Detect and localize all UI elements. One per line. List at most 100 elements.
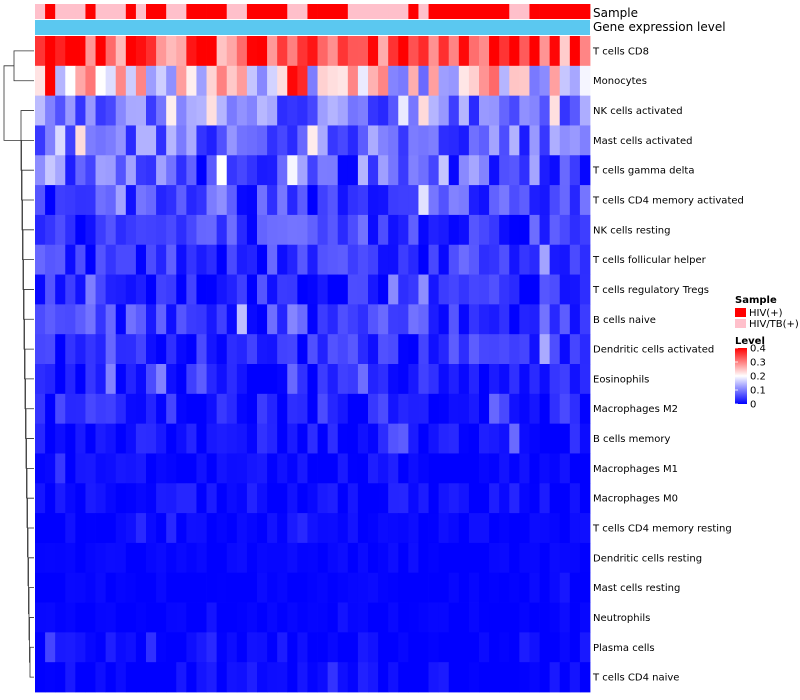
heatmap-cell — [226, 155, 238, 186]
heatmap-cell — [489, 393, 500, 425]
heatmap-cell — [479, 214, 490, 246]
heatmap-cell — [388, 542, 399, 574]
sample-annotation-cell — [297, 4, 308, 19]
heatmap-cell — [539, 423, 551, 454]
heatmap-cell — [287, 572, 298, 603]
heatmap-cell — [448, 542, 460, 574]
heatmap-cell — [156, 662, 167, 693]
dendrogram-branch — [3, 65, 21, 141]
heatmap-cell — [549, 155, 561, 186]
heatmap-cell — [357, 572, 369, 603]
heatmap-cell — [35, 244, 46, 275]
heatmap-cell — [317, 36, 329, 67]
heatmap-cell — [327, 453, 339, 484]
heatmap-cell — [166, 36, 177, 67]
heatmap-cell — [287, 513, 298, 544]
heatmap-cell — [529, 244, 540, 275]
heatmap-cell — [297, 423, 308, 454]
heatmap-cell — [347, 542, 359, 574]
heatmap-cell — [448, 95, 460, 126]
heatmap-cell — [489, 274, 500, 305]
heatmap-cell — [267, 244, 278, 275]
heatmap-cell — [559, 662, 571, 693]
heatmap-cell — [135, 214, 147, 246]
heatmap-cell — [579, 393, 591, 425]
heatmap-cell — [166, 334, 177, 365]
heatmap-cell — [307, 364, 318, 395]
heatmap-cell — [479, 572, 490, 603]
heatmap-cell — [519, 662, 530, 693]
heatmap-cell — [458, 334, 470, 365]
heatmap-cell — [357, 364, 369, 395]
heatmap-cell — [398, 423, 409, 454]
heatmap-cell — [529, 542, 540, 574]
heatmap-cell — [448, 36, 460, 67]
heatmap-cell — [519, 214, 530, 246]
heatmap-cell — [499, 125, 510, 156]
heatmap-cell — [559, 65, 571, 97]
heatmap-cell — [257, 304, 268, 335]
heatmap-cell — [85, 214, 96, 246]
heatmap-cell — [135, 125, 147, 156]
heatmap-cell — [85, 453, 96, 484]
heatmap-cell — [246, 513, 258, 544]
heatmap-cell — [65, 453, 76, 484]
heatmap-cell — [176, 662, 187, 693]
heatmap-cell — [458, 453, 470, 484]
heatmap-cell — [489, 65, 500, 97]
heatmap-cell — [438, 65, 450, 97]
sample-annotation-cell — [418, 4, 429, 19]
anno-label-sample: Sample — [593, 6, 638, 20]
heatmap-cell — [267, 393, 278, 425]
heatmap-cell — [499, 364, 510, 395]
heatmap-cell — [418, 214, 429, 246]
heatmap-cell — [226, 334, 238, 365]
sample-annotation-cell — [85, 4, 96, 19]
heatmap-cell — [418, 125, 429, 156]
heatmap-cell — [408, 662, 419, 693]
heatmap-cell — [125, 334, 137, 365]
heatmap-cell — [529, 572, 540, 603]
heatmap-cell — [317, 274, 329, 305]
heatmap-cell — [559, 95, 571, 126]
heatmap-cell — [468, 155, 480, 186]
heatmap-cell — [357, 453, 369, 484]
heatmap-cell — [539, 155, 551, 186]
heatmap-cell — [368, 65, 379, 97]
heatmap-cell — [156, 155, 167, 186]
heatmap-cell — [75, 125, 86, 156]
heatmap-cell — [85, 185, 96, 216]
heatmap-cell — [45, 214, 56, 246]
heatmap-cell — [55, 632, 66, 663]
heatmap-cell — [156, 632, 167, 663]
heatmap-cell — [196, 185, 207, 216]
sample-annotation-cell — [75, 4, 86, 19]
heatmap-cell — [539, 125, 551, 156]
heatmap-cell — [489, 572, 500, 603]
heatmap-cell — [357, 155, 369, 186]
row-label: B cells memory — [593, 434, 670, 445]
heatmap-cell — [438, 572, 450, 603]
heatmap-cell — [156, 602, 167, 633]
heatmap-cell — [337, 602, 349, 633]
heatmap-cell — [65, 185, 76, 216]
heatmap-cell — [65, 155, 76, 186]
row-label: T cells CD4 memory resting — [592, 524, 732, 535]
heatmap-cell — [125, 95, 137, 126]
heatmap-cell — [186, 244, 197, 275]
heatmap-cell — [206, 662, 218, 693]
heatmap-cell — [216, 423, 228, 454]
heatmap-cell — [579, 185, 591, 216]
heatmap-cell — [196, 453, 207, 484]
heatmap-cell — [35, 274, 46, 305]
heatmap-cell — [398, 632, 409, 663]
heatmap-cell — [519, 334, 530, 365]
heatmap-cell — [337, 185, 349, 216]
heatmap-cell — [479, 542, 490, 574]
heatmap-cell — [539, 453, 551, 484]
heatmap-cell — [267, 513, 278, 544]
heatmap-cell — [388, 364, 399, 395]
heatmap-cell — [226, 185, 238, 216]
sample-annotation-cell — [529, 4, 540, 19]
heatmap-cell — [519, 542, 530, 574]
